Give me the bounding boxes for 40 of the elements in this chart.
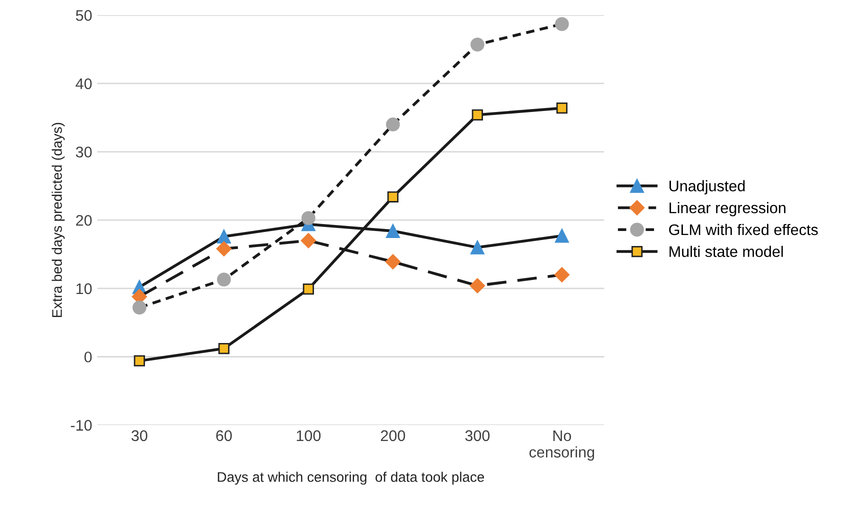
point — [554, 17, 569, 32]
point — [216, 241, 232, 256]
x-tick-label: 100 — [296, 430, 321, 442]
point — [132, 300, 146, 314]
point — [134, 355, 145, 366]
point — [300, 233, 316, 248]
point — [218, 342, 230, 354]
point — [216, 230, 231, 244]
y-axis-title: Extra bed days predicted (days) — [52, 122, 65, 318]
x-tick-label: No censoring — [529, 430, 594, 461]
point — [301, 211, 316, 226]
legend-label: GLM with fixed effects — [669, 224, 818, 236]
y-tick-label: 20 — [76, 214, 92, 226]
point — [554, 228, 569, 243]
x-axis-title: Days at which censoring of data took place — [218, 472, 484, 485]
point — [385, 254, 400, 270]
point — [386, 118, 400, 132]
point — [556, 102, 568, 114]
point — [554, 267, 570, 282]
y-tick-label: 50 — [76, 10, 92, 21]
x-tick-label: 300 — [465, 430, 490, 442]
y-tick-label: 10 — [76, 283, 92, 294]
x-tick-label: 60 — [216, 430, 232, 442]
x-tick-label: 30 — [132, 430, 148, 442]
point — [302, 284, 314, 295]
point — [386, 224, 400, 238]
point — [470, 240, 484, 254]
point — [470, 278, 485, 294]
point — [387, 191, 398, 202]
legend-label: Linear regression — [670, 202, 786, 216]
y-tick-label: -10 — [70, 420, 92, 431]
point — [472, 109, 483, 120]
y-tick-label: 40 — [76, 78, 92, 90]
point — [470, 38, 484, 52]
y-tick-label: 0 — [84, 352, 92, 362]
x-tick-label: 200 — [380, 430, 406, 442]
legend-label: Multi state model — [670, 246, 783, 258]
legend-label: Unadjusted — [670, 180, 745, 194]
point — [216, 272, 231, 286]
y-tick-label: 30 — [76, 146, 92, 158]
